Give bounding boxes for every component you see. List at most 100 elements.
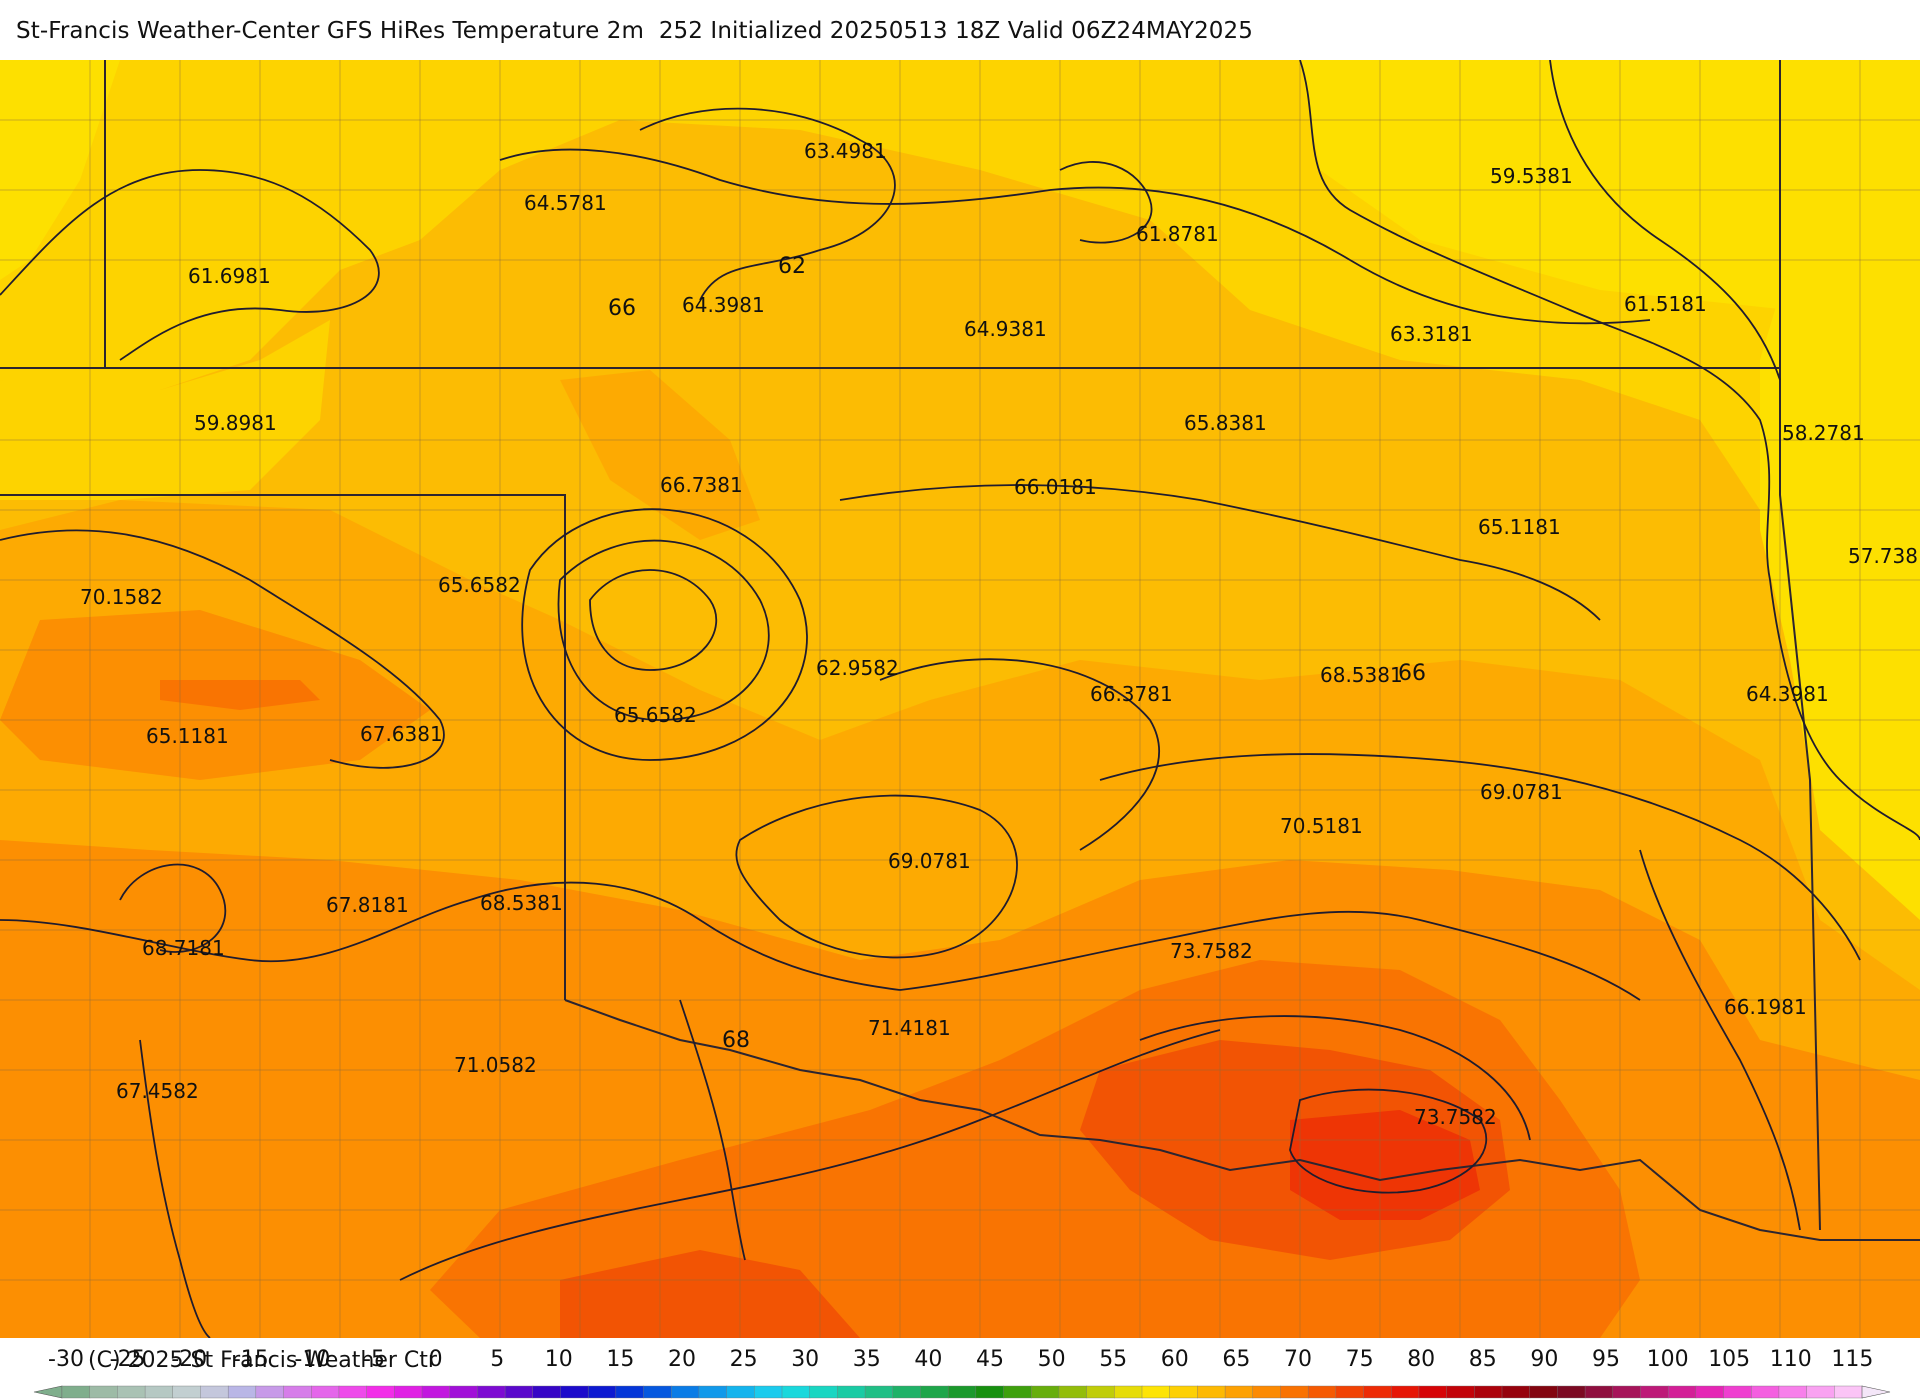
point-label: 71.0582: [454, 1053, 537, 1077]
colorbar-swatch: [1086, 1385, 1115, 1399]
field-yellow-west: [0, 320, 330, 500]
colorbar-tick-label: 35: [853, 1347, 881, 1372]
colorbar-swatch: [1834, 1385, 1863, 1399]
colorbar-swatch: [975, 1385, 1005, 1399]
colorbar-tick-label: 105: [1708, 1347, 1750, 1372]
point-label: 65.1181: [146, 724, 229, 748]
colorbar-tick-label: 90: [1530, 1347, 1558, 1372]
field-yellow-ne: [1300, 60, 1790, 310]
point-label: 68.5381: [480, 891, 563, 915]
colorbar-tick-label: 110: [1770, 1347, 1812, 1372]
colorbar-swatch: [864, 1385, 894, 1399]
point-label: 57.738: [1848, 544, 1918, 568]
point-label: 61.5181: [1624, 292, 1707, 316]
colorbar-swatch: [1114, 1385, 1143, 1399]
point-label: 65.1181: [1478, 515, 1561, 539]
field-yellow-east: [1760, 60, 1920, 920]
point-label: 73.7582: [1414, 1105, 1497, 1129]
colorbar-swatch: [1529, 1385, 1558, 1399]
point-label: 66.1981: [1724, 995, 1807, 1019]
point-label: 65.6582: [614, 703, 697, 727]
colorbar-swatch: [117, 1385, 146, 1399]
temperature-colorbar: -30 -25 -20 -15 -10 -5 0 5 10 15 20 25 30 35 40 45 50 55 6…: [33, 1347, 1891, 1399]
point-label: 59.8981: [194, 411, 277, 435]
colorbar-tick-label: -15: [233, 1347, 269, 1372]
point-label: 66.7381: [660, 473, 743, 497]
colorbar-tick-label: 15: [606, 1347, 634, 1372]
colorbar-swatch: [726, 1385, 755, 1399]
colorbar-tick-label: 25: [730, 1347, 758, 1372]
contour-value-labels: 62 66 66 68: [608, 254, 1426, 1053]
colorbar-swatch: [1391, 1385, 1420, 1399]
colorbar-tick-label: -25: [110, 1347, 146, 1372]
colorbar-swatch: [643, 1385, 672, 1399]
colorbar-swatch: [172, 1385, 201, 1399]
point-label: 64.9381: [964, 317, 1047, 341]
point-label: 63.4981: [804, 139, 887, 163]
colorbar-swatch: [1363, 1385, 1392, 1399]
field-red-core: [1290, 1110, 1480, 1220]
map-title: St-Francis Weather-Center GFS HiRes Temp…: [16, 18, 1254, 44]
colorbar-swatch: [449, 1385, 478, 1399]
point-label: 68.5381: [1320, 663, 1403, 687]
colorbar-swatch: [920, 1385, 949, 1399]
point-label: 58.2781: [1782, 421, 1865, 445]
colorbar-swatch: [809, 1385, 838, 1399]
colorbar-tick-label: -30: [48, 1347, 84, 1372]
contour-label: 68: [722, 1028, 750, 1053]
colorbar-swatch: [1280, 1385, 1309, 1399]
colorbar-swatch: [615, 1385, 645, 1399]
point-label: 66.3781: [1090, 682, 1173, 706]
colorbar-swatch: [837, 1385, 866, 1399]
point-label: 70.5181: [1280, 814, 1363, 838]
colorbar-swatch: [587, 1385, 617, 1399]
colorbar-swatch: [366, 1385, 395, 1399]
colorbar-swatch: [698, 1385, 728, 1399]
colorbar-tick-label: -20: [171, 1347, 207, 1372]
point-label: 64.3981: [1746, 682, 1829, 706]
colorbar-tick-label: 95: [1592, 1347, 1620, 1372]
colorbar-swatch: [1474, 1385, 1503, 1399]
colorbar-swatch: [504, 1385, 534, 1399]
copyright-notice: (C) 2025 St Francis Weather Ctr: [88, 1348, 437, 1373]
colorbar-swatch: [947, 1385, 977, 1399]
colorbar-swatch: [671, 1385, 700, 1399]
colorbar-high-arrow: [1861, 1385, 1891, 1399]
field-hot-west: [160, 680, 320, 710]
point-label: 66.0181: [1014, 475, 1097, 499]
colorbar-swatches: [33, 1385, 1891, 1399]
county-boundaries: [0, 60, 1920, 1338]
colorbar-tick-label: 50: [1038, 1347, 1066, 1372]
colorbar-swatch: [1501, 1385, 1531, 1399]
colorbar-tick-label: 100: [1647, 1347, 1689, 1372]
colorbar-low-arrow: [33, 1385, 63, 1399]
point-label: 62.9582: [816, 656, 899, 680]
point-label: 69.0781: [1480, 780, 1563, 804]
colorbar-tick-label: 60: [1161, 1347, 1189, 1372]
colorbar-swatch: [892, 1385, 921, 1399]
colorbar-swatch: [227, 1385, 257, 1399]
colorbar-tick-label: 30: [791, 1347, 819, 1372]
field-red-south: [560, 1250, 860, 1338]
colorbar-swatch: [1695, 1385, 1725, 1399]
colorbar-swatch: [560, 1385, 589, 1399]
colorbar-tick-label: 45: [976, 1347, 1004, 1372]
colorbar-swatch: [1667, 1385, 1697, 1399]
colorbar-tick-label: 70: [1284, 1347, 1312, 1372]
colorbar-swatch: [338, 1385, 368, 1399]
point-label: 61.8781: [1136, 222, 1219, 246]
colorbar-swatch: [477, 1385, 506, 1399]
colorbar-swatch: [1418, 1385, 1448, 1399]
point-label: 67.8181: [326, 893, 409, 917]
colorbar-tick-label: 65: [1222, 1347, 1250, 1372]
point-label: 67.6381: [360, 722, 443, 746]
state-boundaries: [0, 60, 1920, 1241]
colorbar-tick-label: 0: [429, 1347, 443, 1372]
point-label: 59.5381: [1490, 164, 1573, 188]
colorbar-swatch: [144, 1385, 174, 1399]
colorbar-swatch: [1058, 1385, 1088, 1399]
colorbar-swatch: [283, 1385, 312, 1399]
colorbar-swatch: [1612, 1385, 1641, 1399]
point-label: 61.6981: [188, 264, 271, 288]
colorbar-swatch: [1446, 1385, 1475, 1399]
